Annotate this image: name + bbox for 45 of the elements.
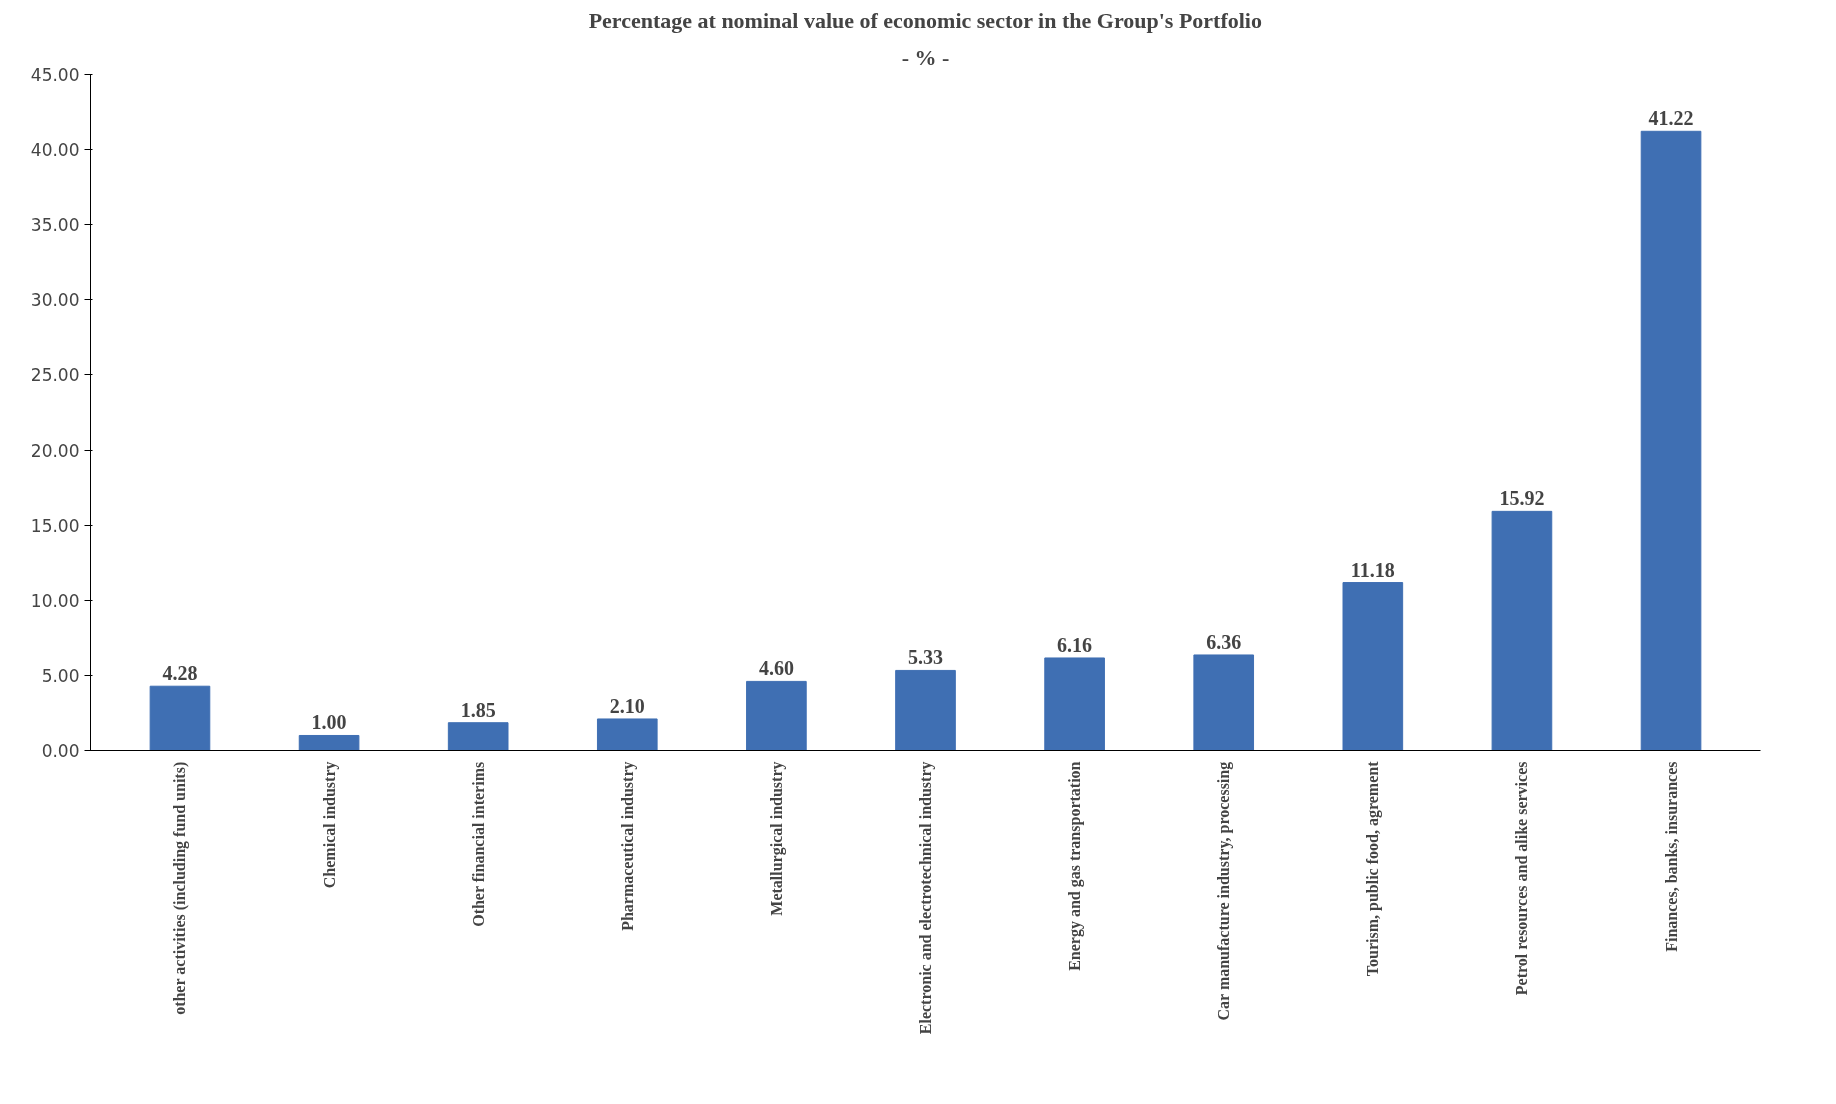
y-tick-label: 5.00 (41, 665, 80, 686)
bar (298, 734, 360, 751)
y-tick-label: 20.00 (30, 440, 80, 461)
data-label: 6.16 (1057, 633, 1093, 656)
chart-title: Percentage at nominal value of economic sector in the Group's Portfolio (588, 7, 1262, 33)
x-tick-label: Other financial interims (469, 761, 487, 927)
y-tick-label: 10.00 (30, 590, 80, 611)
y-tick-label: 40.00 (30, 140, 80, 161)
x-tick-label: Pharmaceutical industry (618, 761, 637, 931)
bar (149, 685, 211, 751)
bar (1342, 582, 1404, 751)
y-tick-label: 15.00 (30, 515, 80, 536)
data-label: 2.10 (609, 694, 645, 717)
data-label: 6.36 (1206, 630, 1242, 653)
x-tick-label: Finances, banks, insurances (1662, 761, 1680, 952)
data-label: 4.60 (758, 657, 794, 680)
bar (895, 669, 956, 751)
y-tick-label: 45.00 (30, 65, 80, 85)
y-tick-label: 35.00 (30, 215, 80, 236)
y-tick-label: 0.00 (41, 741, 80, 761)
bar (1491, 510, 1553, 751)
bar (1044, 657, 1105, 751)
x-tick-label: Energy and gas transportation (1066, 761, 1085, 971)
bar (1193, 654, 1255, 751)
bar (596, 718, 658, 751)
data-label: 1.85 (460, 698, 496, 721)
y-tick-label: 25.00 (30, 365, 80, 386)
data-label: 1.00 (311, 711, 347, 734)
x-tick-label: Car manufacture industry, processing (1215, 761, 1234, 1021)
data-label: 5.33 (908, 646, 943, 669)
x-tick-label: other activities (including fund units) (171, 761, 190, 1015)
x-tick-label: Chemical industry (320, 761, 339, 889)
x-tick-label: Tourism, public food, agrement (1364, 760, 1383, 977)
data-label: 41.22 (1648, 107, 1694, 130)
y-tick-label: 30.00 (30, 290, 80, 311)
bar (746, 680, 807, 751)
x-tick-label: Electronic and electrotechnical industry (917, 761, 935, 1035)
data-label: 11.18 (1350, 558, 1395, 581)
data-label: 4.28 (162, 662, 198, 685)
x-tick-label: Petrol resources and alike services (1513, 761, 1531, 996)
data-label: 15.92 (1499, 487, 1545, 510)
chart-subtitle: - % - (901, 44, 950, 70)
bar (447, 722, 509, 751)
x-tick-label: Metallurgical industry (767, 761, 786, 916)
bar (1640, 130, 1702, 751)
